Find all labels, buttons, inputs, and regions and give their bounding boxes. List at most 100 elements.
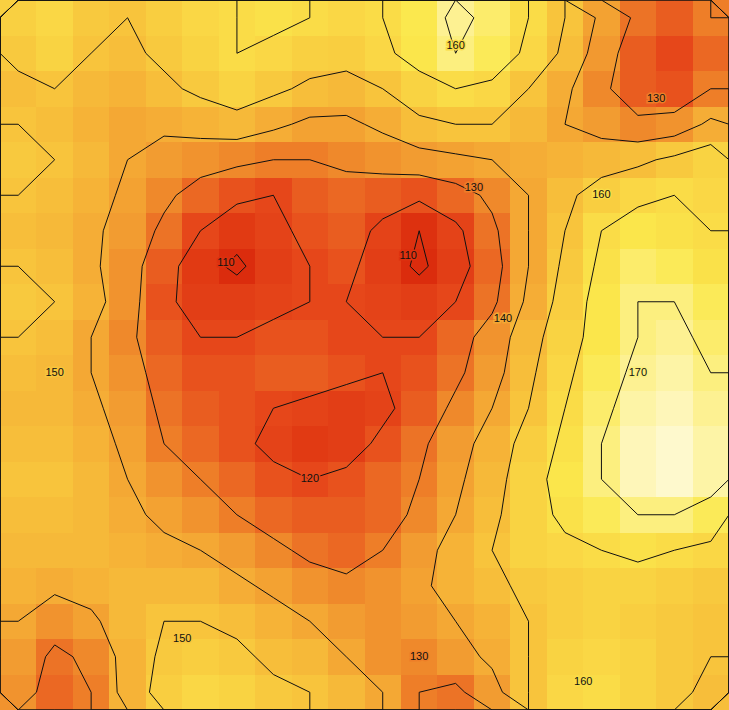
heat-cell — [146, 249, 183, 285]
heat-cell — [328, 426, 365, 462]
heat-cell — [73, 107, 110, 143]
heat-cell — [547, 71, 584, 107]
heat-cell — [474, 462, 511, 498]
heat-cell — [36, 107, 73, 143]
heat-cell — [73, 178, 110, 214]
heat-cell — [255, 0, 292, 36]
heat-cell — [182, 568, 219, 604]
heat-cell — [109, 320, 146, 356]
heat-cell — [36, 462, 73, 498]
heat-cell — [219, 639, 256, 675]
heat-cell — [474, 355, 511, 391]
heat-cell — [656, 604, 693, 640]
heat-cell — [583, 178, 620, 214]
contour-line — [0, 0, 729, 710]
heat-cell — [474, 497, 511, 533]
heat-cell — [292, 462, 329, 498]
heat-cell — [109, 568, 146, 604]
heat-cell — [547, 533, 584, 569]
heat-cell — [0, 355, 37, 391]
heat-cell — [620, 142, 657, 178]
heat-cell — [0, 391, 37, 427]
heat-cell — [620, 0, 657, 36]
heat-cell — [365, 178, 402, 214]
heat-cell — [365, 639, 402, 675]
heat-cell — [547, 249, 584, 285]
heat-cell — [109, 36, 146, 72]
heat-cell — [693, 604, 729, 640]
heat-cell — [36, 249, 73, 285]
heat-cell — [146, 0, 183, 36]
heat-cell — [583, 249, 620, 285]
heat-cell — [656, 36, 693, 72]
heat-cell — [437, 533, 474, 569]
heat-cell — [109, 497, 146, 533]
heat-cell — [401, 71, 438, 107]
heat-cell — [510, 320, 547, 356]
heat-cell — [36, 604, 73, 640]
contour-label: 160 — [574, 675, 592, 687]
heat-cell — [656, 355, 693, 391]
heat-cell — [656, 0, 693, 36]
heat-cell — [474, 0, 511, 36]
heat-cell — [292, 355, 329, 391]
heat-cell — [437, 355, 474, 391]
heat-cell — [365, 568, 402, 604]
heat-cell — [693, 320, 729, 356]
heat-cell — [36, 355, 73, 391]
heat-cell — [620, 639, 657, 675]
heat-cell — [620, 36, 657, 72]
heat-cell — [693, 426, 729, 462]
heat-cell — [437, 462, 474, 498]
heat-cell — [219, 284, 256, 320]
heat-cell — [437, 675, 474, 710]
heat-cell — [36, 36, 73, 72]
contour-line — [0, 0, 729, 710]
heat-cell — [219, 142, 256, 178]
heat-cell — [109, 675, 146, 710]
heat-cell — [656, 213, 693, 249]
heat-cell — [437, 568, 474, 604]
contour-label: 140 — [494, 312, 512, 324]
heat-cell — [109, 533, 146, 569]
heat-cell — [401, 142, 438, 178]
contour-label: 120 — [301, 472, 319, 484]
heat-cell — [510, 284, 547, 320]
heat-cell — [437, 426, 474, 462]
heat-cell — [219, 107, 256, 143]
heat-cell — [328, 320, 365, 356]
heat-cell — [36, 320, 73, 356]
heat-cell — [510, 36, 547, 72]
heat-cell — [146, 178, 183, 214]
heat-cell — [328, 178, 365, 214]
heat-cell — [510, 568, 547, 604]
heat-cell — [401, 36, 438, 72]
heat-cell — [328, 36, 365, 72]
heat-cell — [292, 178, 329, 214]
heat-cell — [292, 639, 329, 675]
heat-cell — [401, 568, 438, 604]
heat-cell — [36, 568, 73, 604]
heat-cell — [36, 213, 73, 249]
heat-cell — [219, 568, 256, 604]
heat-cell — [219, 426, 256, 462]
heat-cell — [365, 462, 402, 498]
heat-cell — [401, 107, 438, 143]
heat-cell — [219, 462, 256, 498]
heat-cell — [109, 391, 146, 427]
heat-cell — [0, 71, 37, 107]
heat-cell — [656, 675, 693, 710]
heat-cell — [255, 249, 292, 285]
contour-label: 150 — [45, 366, 63, 378]
heat-cell — [146, 320, 183, 356]
heat-cell — [146, 568, 183, 604]
heat-cell — [620, 462, 657, 498]
heat-cell — [146, 462, 183, 498]
heat-cell — [219, 533, 256, 569]
heat-cell — [146, 355, 183, 391]
heat-cell — [182, 178, 219, 214]
heat-cell — [73, 497, 110, 533]
heat-cell — [620, 426, 657, 462]
heat-cell — [109, 426, 146, 462]
plot-area — [0, 0, 729, 710]
